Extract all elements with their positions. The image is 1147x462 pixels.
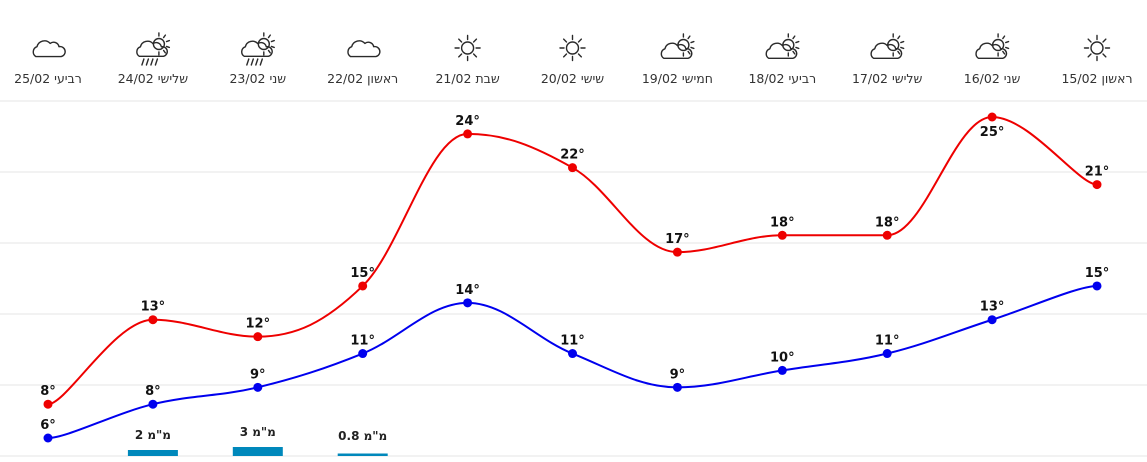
data-point-high	[43, 399, 53, 409]
rain-bar	[337, 453, 388, 456]
data-point-low	[463, 298, 473, 308]
temp-label-high: 24°	[455, 114, 480, 129]
data-point-low	[148, 399, 158, 409]
temp-label-low: 11°	[560, 334, 585, 349]
data-point-low	[568, 349, 577, 359]
cloud-icon	[32, 40, 66, 58]
data-point-low	[672, 382, 682, 392]
data-point-low	[253, 382, 263, 392]
series-line-low	[47, 284, 1098, 439]
rain-label: 0.8 מ"מ	[338, 429, 387, 443]
day-label: ראשון 15/02	[1061, 71, 1132, 86]
data-point-low	[777, 365, 787, 375]
temp-label-high: 18°	[875, 215, 900, 230]
temp-label-low: 8°	[145, 384, 161, 399]
temp-label-low: 6°	[40, 418, 56, 433]
temp-label-low: 13°	[980, 300, 1005, 315]
temp-label-high: 18°	[770, 215, 795, 230]
day-label: שבת 21/02	[435, 71, 499, 86]
day-label: שני 16/02	[964, 71, 1021, 86]
data-point-high	[882, 230, 892, 240]
day-label: חמישי 19/02	[642, 71, 713, 86]
data-point-high	[148, 315, 158, 325]
data-point-high	[463, 129, 473, 139]
data-point-high	[672, 247, 682, 257]
data-point-low	[882, 349, 892, 359]
partly-cloudy-icon	[870, 33, 905, 59]
rain-bars: 0.8 מ"מ 3 מ"מ 2 מ"מ	[127, 425, 388, 456]
data-point-low	[987, 315, 997, 325]
temp-label-low: 9°	[670, 367, 686, 382]
partly-cloudy-icon	[765, 33, 800, 59]
data-point-high	[568, 163, 577, 173]
temp-label-high: 8°	[40, 384, 56, 399]
cloud-icon	[347, 40, 381, 58]
data-point-high	[777, 230, 787, 240]
partly-cloudy-icon	[975, 33, 1010, 59]
temperature-points	[43, 112, 1102, 443]
data-point-low	[1092, 281, 1102, 291]
day-label: שני 23/02	[229, 71, 286, 86]
temperature-labels: 21° 15° 25° 13° 18° 11° 18° 10° 17° 9° 22° 11° 24° 14…	[40, 114, 1109, 433]
day-label: שישי 20/02	[541, 71, 604, 86]
day-header: ראשון 15/02 שני 16/02 שלישי 17/02 רביעי 18/…	[14, 32, 1133, 86]
temp-label-low: 15°	[1085, 266, 1110, 281]
day-label: רביעי 25/02	[14, 71, 82, 86]
temp-label-low: 9°	[250, 367, 266, 382]
temp-label-high: 13°	[141, 300, 166, 315]
temp-label-low: 11°	[875, 334, 900, 349]
temp-label-high: 25°	[980, 125, 1005, 140]
rain-label: 3 מ"מ	[240, 425, 276, 439]
partly-cloudy-icon	[660, 33, 695, 59]
data-point-low	[358, 349, 368, 359]
grid-lines	[0, 100, 1147, 457]
data-point-high	[1092, 180, 1102, 190]
day-label: ראשון 22/02	[327, 71, 398, 86]
temp-label-high: 17°	[665, 232, 690, 247]
temp-label-high: 22°	[560, 148, 585, 163]
temp-label-low: 11°	[350, 334, 375, 349]
day-label: רביעי 18/02	[748, 71, 816, 86]
temp-label-high: 15°	[350, 266, 375, 281]
data-point-high	[358, 281, 368, 291]
temp-label-low: 14°	[455, 283, 480, 298]
day-label: שלישי 17/02	[852, 71, 923, 86]
temp-label-low: 10°	[770, 350, 795, 365]
sun-icon	[1083, 34, 1111, 62]
sun-icon	[559, 34, 586, 62]
sun-icon	[454, 34, 481, 62]
data-point-low	[43, 433, 53, 443]
data-point-high	[253, 332, 263, 342]
temp-label-high: 12°	[246, 317, 271, 332]
temp-label-high: 21°	[1085, 165, 1110, 180]
data-point-high	[987, 112, 997, 122]
rain-sun-icon	[241, 32, 275, 66]
rain-bar	[232, 447, 283, 456]
rain-label: 2 מ"מ	[135, 428, 171, 442]
day-label: שלישי 24/02	[118, 71, 189, 86]
rain-sun-icon	[136, 32, 171, 66]
rain-bar	[127, 450, 178, 456]
